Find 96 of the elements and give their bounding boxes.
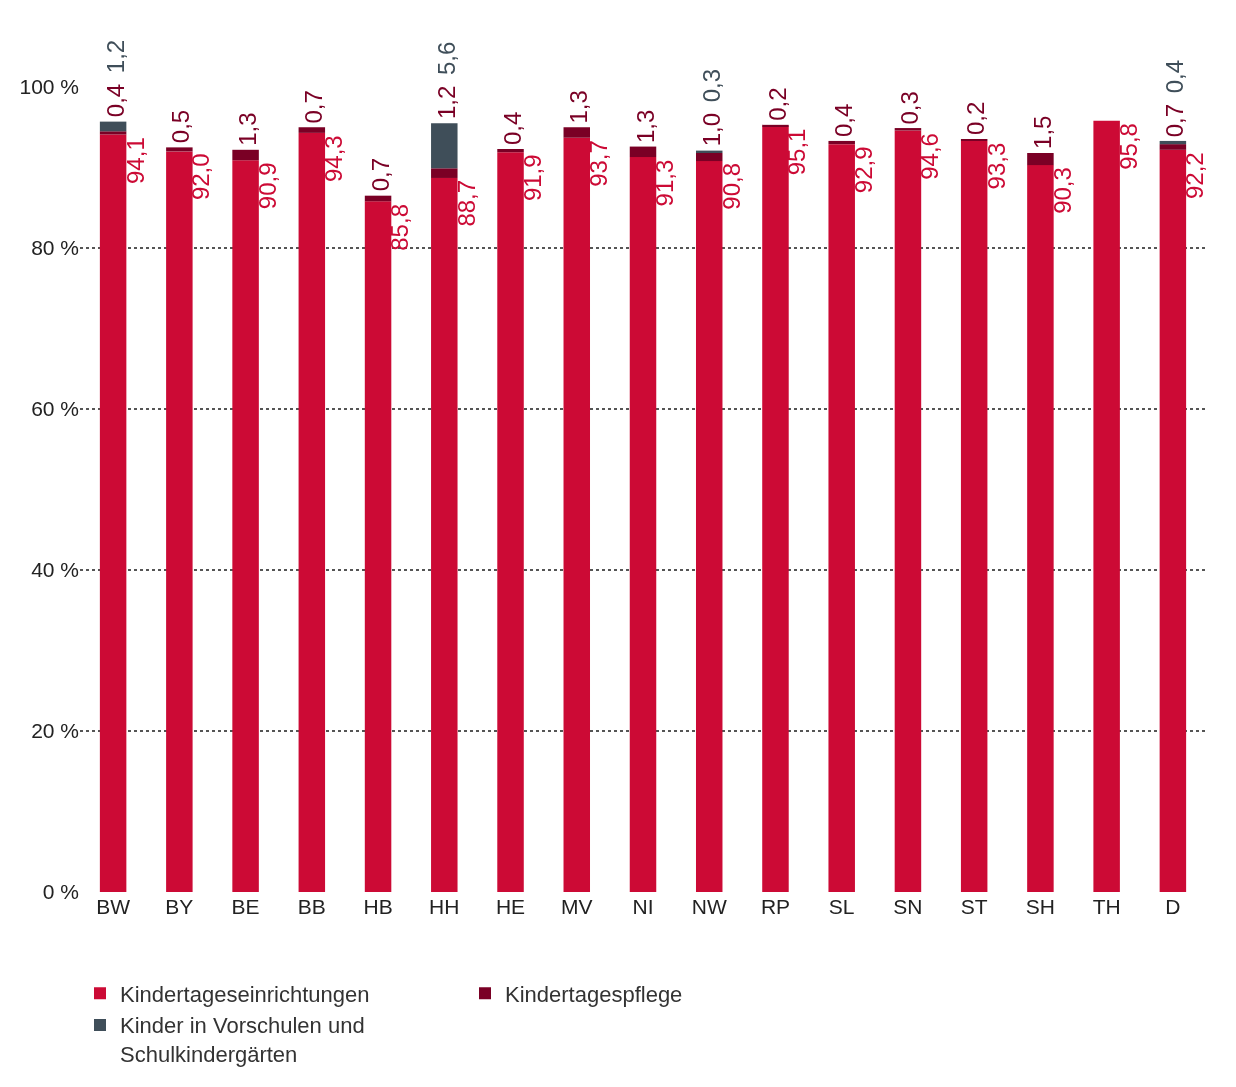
data-label: 91,9 bbox=[518, 154, 546, 202]
bar bbox=[232, 149, 259, 161]
bar bbox=[298, 127, 326, 133]
data-label: 95,1 bbox=[783, 128, 811, 176]
bar bbox=[960, 140, 988, 892]
data-label: 90,8 bbox=[717, 162, 745, 210]
bar bbox=[1093, 120, 1120, 892]
bar bbox=[762, 124, 789, 127]
data-label: 0,3 bbox=[698, 68, 726, 103]
y-tick-label: 60 % bbox=[31, 397, 79, 421]
bar bbox=[298, 132, 326, 892]
x-tick-label: NW bbox=[691, 895, 727, 918]
data-label: 1,2 bbox=[432, 85, 460, 120]
bar bbox=[99, 121, 127, 132]
data-label: 0,7 bbox=[300, 90, 328, 124]
bar bbox=[1027, 165, 1054, 892]
bar bbox=[828, 140, 855, 145]
data-label: 93,3 bbox=[982, 142, 1010, 190]
bar bbox=[431, 177, 458, 892]
bar bbox=[563, 127, 591, 138]
data-label: 0,4 bbox=[1161, 59, 1189, 94]
data-label: 1,5 bbox=[1028, 115, 1056, 149]
legend-label: Kinder in Vorschulen und Schulkindergärten bbox=[120, 1013, 365, 1068]
data-label: 95,8 bbox=[1115, 123, 1143, 170]
data-label: 0,2 bbox=[962, 101, 990, 135]
y-tick-label: 40 % bbox=[31, 558, 79, 582]
data-label: 88,7 bbox=[452, 179, 480, 227]
bar bbox=[99, 131, 127, 135]
x-tick-label: HH bbox=[429, 895, 460, 918]
bar bbox=[1159, 144, 1187, 150]
bar bbox=[497, 152, 524, 892]
y-tick-label: 80 % bbox=[31, 236, 79, 260]
data-label: 1,2 bbox=[101, 39, 129, 74]
x-tick-label: SH bbox=[1025, 895, 1055, 918]
x-tick-label: BW bbox=[96, 895, 131, 918]
data-label: 0,4 bbox=[101, 83, 129, 118]
x-tick-label: SL bbox=[828, 895, 855, 918]
data-label: 90,9 bbox=[253, 162, 281, 210]
legend-label: Kindertagespflege bbox=[505, 981, 683, 1007]
data-label: 1,3 bbox=[565, 90, 592, 124]
data-label: 92,0 bbox=[187, 153, 215, 201]
data-label: 0,7 bbox=[366, 157, 394, 192]
data-label: 1,3 bbox=[631, 109, 659, 144]
bar bbox=[1159, 149, 1187, 892]
data-label: 94,6 bbox=[915, 133, 943, 180]
bar bbox=[166, 147, 193, 152]
x-tick-label: TH bbox=[1092, 895, 1121, 918]
x-tick-label: D bbox=[1165, 895, 1181, 918]
x-tick-label: BE bbox=[231, 895, 260, 918]
bar bbox=[762, 126, 789, 892]
data-label: 5,6 bbox=[432, 41, 460, 76]
bar bbox=[99, 134, 127, 892]
bar bbox=[629, 146, 657, 158]
bar bbox=[695, 161, 723, 892]
x-tick-label: MV bbox=[561, 895, 593, 918]
bar bbox=[563, 137, 591, 892]
x-tick-label: ST bbox=[960, 895, 988, 918]
data-label: 92,9 bbox=[849, 146, 877, 194]
data-label: 91,3 bbox=[651, 159, 679, 207]
x-tick-label: BB bbox=[297, 895, 326, 918]
data-label: 94,1 bbox=[121, 137, 149, 184]
x-tick-label: BY bbox=[165, 895, 194, 918]
data-label: 0,4 bbox=[499, 111, 527, 145]
data-label: 0,2 bbox=[764, 87, 792, 121]
data-label: 0,7 bbox=[1161, 103, 1189, 138]
data-label: 92,2 bbox=[1181, 152, 1209, 200]
bar bbox=[497, 148, 524, 153]
data-label: 85,8 bbox=[386, 204, 414, 251]
x-tick-label: RP bbox=[760, 895, 791, 918]
data-label: 93,7 bbox=[585, 140, 613, 187]
data-label: 1,0 bbox=[698, 112, 726, 147]
bar bbox=[629, 157, 657, 892]
data-label: 1,3 bbox=[234, 112, 262, 146]
data-label: 0,5 bbox=[167, 109, 195, 144]
y-tick-label: 20 % bbox=[31, 719, 79, 743]
y-tick-label: 100 % bbox=[19, 75, 79, 99]
x-tick-label: SN bbox=[893, 895, 923, 918]
data-label: 90,3 bbox=[1048, 167, 1076, 214]
data-label: 0,4 bbox=[830, 103, 858, 138]
bar bbox=[166, 151, 193, 892]
bar bbox=[364, 201, 392, 892]
bar bbox=[828, 144, 855, 892]
bar bbox=[431, 168, 458, 178]
bar bbox=[1159, 140, 1187, 145]
x-tick-label: HE bbox=[495, 895, 526, 918]
bar bbox=[232, 160, 259, 892]
bar bbox=[695, 153, 723, 162]
legend-label: Kindertageseinrichtungen bbox=[120, 981, 370, 1007]
data-label: 94,3 bbox=[320, 135, 348, 183]
data-label: 0,3 bbox=[896, 91, 924, 125]
bar bbox=[894, 130, 922, 892]
y-tick-label: 0 % bbox=[42, 880, 79, 904]
x-tick-label: NI bbox=[632, 895, 654, 918]
bar bbox=[1027, 153, 1054, 166]
x-tick-label: HB bbox=[363, 895, 393, 918]
bar bbox=[431, 123, 458, 169]
